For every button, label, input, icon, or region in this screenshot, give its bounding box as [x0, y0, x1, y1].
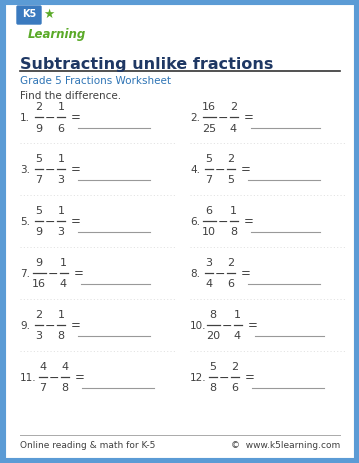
Text: −: −	[47, 267, 58, 280]
Text: 20: 20	[206, 331, 220, 341]
Text: 5: 5	[210, 362, 216, 372]
Text: 8: 8	[209, 383, 216, 393]
Text: 16: 16	[202, 102, 216, 112]
Text: −: −	[219, 371, 229, 384]
Text: =: =	[74, 267, 83, 280]
Text: =: =	[75, 371, 85, 384]
Text: Subtracting unlike fractions: Subtracting unlike fractions	[20, 57, 273, 72]
Text: 1: 1	[57, 206, 65, 216]
Text: 8: 8	[209, 310, 216, 320]
Text: 6: 6	[228, 279, 234, 289]
Text: 2: 2	[232, 362, 239, 372]
Text: 6.: 6.	[190, 217, 200, 226]
Text: Find the difference.: Find the difference.	[20, 91, 121, 101]
Text: 2: 2	[228, 258, 234, 268]
Text: ©  www.k5learning.com: © www.k5learning.com	[231, 440, 340, 449]
Text: 12.: 12.	[190, 372, 207, 382]
Text: 1: 1	[234, 310, 241, 320]
Text: =: =	[243, 215, 253, 228]
Text: 16: 16	[32, 279, 46, 289]
Text: 4: 4	[234, 331, 241, 341]
Text: =: =	[241, 163, 251, 176]
Text: 4: 4	[230, 123, 237, 133]
Text: 5: 5	[36, 154, 42, 164]
Text: 3: 3	[57, 175, 65, 185]
Text: 8: 8	[61, 383, 69, 393]
Text: 2: 2	[36, 310, 43, 320]
Text: 3: 3	[36, 331, 42, 341]
Text: =: =	[71, 215, 81, 228]
Text: 3: 3	[57, 227, 65, 237]
Text: 2: 2	[228, 154, 234, 164]
Text: =: =	[241, 267, 251, 280]
Text: 5: 5	[228, 175, 234, 185]
FancyBboxPatch shape	[17, 7, 41, 25]
Text: 8.: 8.	[190, 269, 200, 278]
Text: 7: 7	[205, 175, 213, 185]
Text: 2: 2	[230, 102, 237, 112]
Text: =: =	[243, 111, 253, 124]
Text: Grade 5 Fractions Worksheet: Grade 5 Fractions Worksheet	[20, 76, 171, 86]
Text: 1: 1	[57, 154, 65, 164]
Text: 11.: 11.	[20, 372, 37, 382]
Text: 1: 1	[60, 258, 67, 268]
Text: 2.: 2.	[190, 113, 200, 123]
Text: 10.: 10.	[190, 320, 206, 330]
Text: 7: 7	[36, 175, 43, 185]
Text: Online reading & math for K-5: Online reading & math for K-5	[20, 440, 155, 449]
Text: 3.: 3.	[20, 165, 30, 175]
Text: 8: 8	[230, 227, 237, 237]
Text: 2: 2	[36, 102, 43, 112]
Text: =: =	[71, 163, 81, 176]
Text: 4: 4	[61, 362, 69, 372]
Text: 4.: 4.	[190, 165, 200, 175]
Text: 4: 4	[39, 362, 47, 372]
Text: 6: 6	[57, 123, 65, 133]
Text: 9: 9	[36, 123, 43, 133]
Text: 9: 9	[36, 227, 43, 237]
Text: 9.: 9.	[20, 320, 30, 330]
Text: −: −	[217, 215, 228, 228]
Text: −: −	[215, 163, 225, 176]
Text: 6: 6	[205, 206, 213, 216]
Text: 1: 1	[230, 206, 237, 216]
Text: 3: 3	[205, 258, 213, 268]
Text: 7.: 7.	[20, 269, 30, 278]
Text: −: −	[45, 319, 55, 332]
Text: 5: 5	[36, 206, 42, 216]
Text: −: −	[221, 319, 232, 332]
Text: 9: 9	[36, 258, 43, 268]
Text: 1: 1	[57, 310, 65, 320]
Text: Learning: Learning	[28, 28, 86, 41]
Text: 4: 4	[60, 279, 67, 289]
Text: =: =	[71, 319, 81, 332]
Text: 6: 6	[232, 383, 238, 393]
Text: −: −	[217, 111, 228, 124]
Text: 10: 10	[202, 227, 216, 237]
Text: 5.: 5.	[20, 217, 30, 226]
Text: ★: ★	[43, 7, 54, 20]
Text: 1.: 1.	[20, 113, 30, 123]
Text: =: =	[245, 371, 255, 384]
Text: 4: 4	[205, 279, 213, 289]
Text: =: =	[247, 319, 257, 332]
Text: 7: 7	[39, 383, 47, 393]
Text: 1: 1	[57, 102, 65, 112]
Text: 8: 8	[57, 331, 65, 341]
Text: −: −	[45, 163, 55, 176]
Text: 25: 25	[202, 123, 216, 133]
Text: 5: 5	[205, 154, 213, 164]
Text: −: −	[49, 371, 59, 384]
Text: −: −	[45, 111, 55, 124]
Text: =: =	[71, 111, 81, 124]
Text: −: −	[45, 215, 55, 228]
Text: K5: K5	[22, 9, 36, 19]
Text: −: −	[215, 267, 225, 280]
